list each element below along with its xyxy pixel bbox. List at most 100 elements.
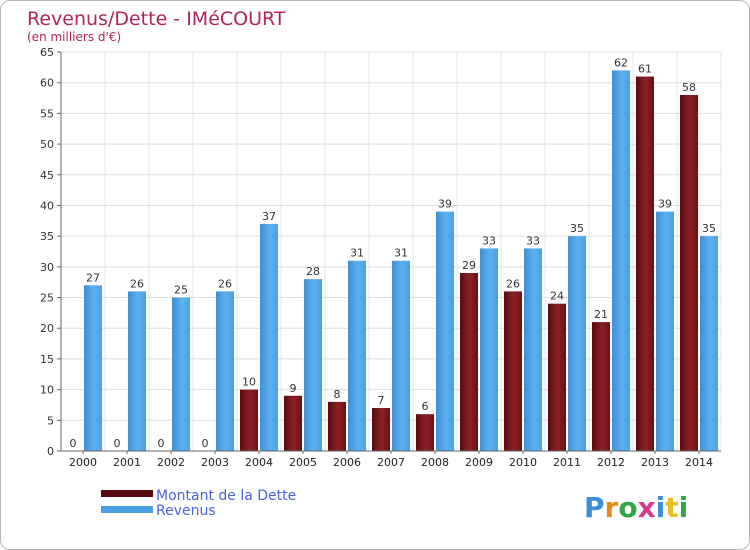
label-debt-2009: 29 xyxy=(462,259,476,272)
bar-debt-2011 xyxy=(548,303,566,451)
logo-letter: t xyxy=(665,491,678,524)
label-debt-2013: 61 xyxy=(638,63,652,76)
grid xyxy=(61,51,722,451)
bar-revenue-2012 xyxy=(612,70,630,452)
logo-letter: x xyxy=(638,491,656,524)
label-revenue-2006: 31 xyxy=(350,247,364,260)
bar-debt-2006 xyxy=(328,401,346,451)
logo-letter: i xyxy=(679,491,689,524)
label-debt-2006: 8 xyxy=(334,388,341,401)
y-tick-label: 45 xyxy=(40,169,54,182)
proxiti-logo-text: Proxiti xyxy=(584,491,688,524)
bar-debt-2010 xyxy=(504,291,522,451)
bar-revenue-2014 xyxy=(700,236,718,451)
bar-revenue-2001 xyxy=(128,291,146,451)
x-tick-label-2014: 2014 xyxy=(685,456,713,469)
bar-debt-2008 xyxy=(416,414,434,451)
data-labels: 0 27 0 26 0 25 0 26 10 37 9 28 8 31 7 31 6 39 29 33 26 33 24 35… xyxy=(70,56,717,450)
label-revenue-2007: 31 xyxy=(394,247,408,260)
bar-debt-2013 xyxy=(636,76,654,452)
logo-letter: o xyxy=(618,491,637,524)
y-tick-label: 30 xyxy=(40,261,54,274)
bar-revenue-2009 xyxy=(480,248,498,451)
x-tick-label-2001: 2001 xyxy=(113,456,141,469)
label-revenue-2009: 33 xyxy=(482,234,496,247)
y-tick-label: 65 xyxy=(40,46,54,59)
legend-label-revenue: Revenus xyxy=(156,503,216,519)
logo-letter: r xyxy=(605,491,619,524)
bar-revenue-2008 xyxy=(436,211,454,451)
label-revenue-2003: 26 xyxy=(218,277,232,290)
bar-debt-2004 xyxy=(240,389,258,451)
label-debt-2003: 0 xyxy=(202,437,209,450)
y-tick-label: 35 xyxy=(40,230,54,243)
bar-revenue-2006 xyxy=(348,260,366,451)
bar-revenue-2004 xyxy=(260,223,278,451)
label-revenue-2002: 25 xyxy=(174,284,188,297)
legend-swatch-debt xyxy=(101,490,153,497)
y-tick-label: 15 xyxy=(40,353,54,366)
y-tick-label: 25 xyxy=(40,292,54,305)
y-tick-label: 40 xyxy=(40,199,54,212)
label-debt-2001: 0 xyxy=(114,437,121,450)
label-debt-2008: 6 xyxy=(422,400,429,413)
y-tick-label: 55 xyxy=(40,107,54,120)
logo-letter: i xyxy=(656,491,666,524)
label-revenue-2000: 27 xyxy=(86,271,100,284)
x-tick-label-2003: 2003 xyxy=(201,456,229,469)
label-revenue-2010: 33 xyxy=(526,234,540,247)
label-debt-2014: 58 xyxy=(682,81,696,94)
legend: Montant de la Dette Revenus xyxy=(101,488,296,519)
bar-debt-2012 xyxy=(592,322,610,451)
bar-revenue-2013 xyxy=(656,211,674,451)
y-tick-label: 50 xyxy=(40,138,54,151)
label-debt-2005: 9 xyxy=(290,382,297,395)
bar-revenue-2007 xyxy=(392,260,410,451)
label-revenue-2001: 26 xyxy=(130,277,144,290)
x-tick-label-2006: 2006 xyxy=(333,456,361,469)
bar-debt-2014 xyxy=(680,94,698,451)
bar-debt-2005 xyxy=(284,395,302,451)
legend-swatch-revenue xyxy=(101,506,153,513)
x-tick-label-2011: 2011 xyxy=(553,456,581,469)
y-tick-label: 20 xyxy=(40,322,54,335)
bar-revenue-2010 xyxy=(524,248,542,451)
x-tick-label-2007: 2007 xyxy=(377,456,405,469)
label-revenue-2012: 62 xyxy=(614,56,628,69)
bars xyxy=(84,70,718,452)
x-tick-label-2010: 2010 xyxy=(509,456,537,469)
label-debt-2000: 0 xyxy=(70,437,77,450)
bar-revenue-2000 xyxy=(84,285,102,451)
label-debt-2010: 26 xyxy=(506,277,520,290)
x-tick-label-2012: 2012 xyxy=(597,456,625,469)
label-revenue-2008: 39 xyxy=(438,198,452,211)
x-tick-label-2005: 2005 xyxy=(289,456,317,469)
y-tick-label: 5 xyxy=(47,414,54,427)
x-tick-label-2013: 2013 xyxy=(641,456,669,469)
x-tick-label-2009: 2009 xyxy=(465,456,493,469)
logo-letter: P xyxy=(584,491,605,524)
y-tick-label: 60 xyxy=(40,77,54,90)
label-revenue-2011: 35 xyxy=(570,222,584,235)
y-tick-label: 10 xyxy=(40,384,54,397)
y-tick-label: 0 xyxy=(47,445,54,458)
x-tick-label-2000: 2000 xyxy=(69,456,97,469)
proxiti-logo: Proxiti xyxy=(584,491,688,524)
bar-revenue-2011 xyxy=(568,236,586,451)
label-revenue-2013: 39 xyxy=(658,198,672,211)
chart-subtitle: (en milliers d'€) xyxy=(27,30,121,44)
label-debt-2004: 10 xyxy=(242,376,256,389)
label-revenue-2005: 28 xyxy=(306,265,320,278)
chart-title: Revenus/Dette - IMéCOURT xyxy=(27,8,286,30)
bar-debt-2007 xyxy=(372,408,390,451)
label-revenue-2004: 37 xyxy=(262,210,276,223)
bar-revenue-2005 xyxy=(304,279,322,451)
x-tick-label-2008: 2008 xyxy=(421,456,449,469)
label-revenue-2014: 35 xyxy=(702,222,716,235)
legend-label-debt: Montant de la Dette xyxy=(156,488,296,504)
bar-debt-2009 xyxy=(460,272,478,451)
label-debt-2012: 21 xyxy=(594,308,608,321)
x-tick-label-2004: 2004 xyxy=(245,456,273,469)
label-debt-2002: 0 xyxy=(158,437,165,450)
